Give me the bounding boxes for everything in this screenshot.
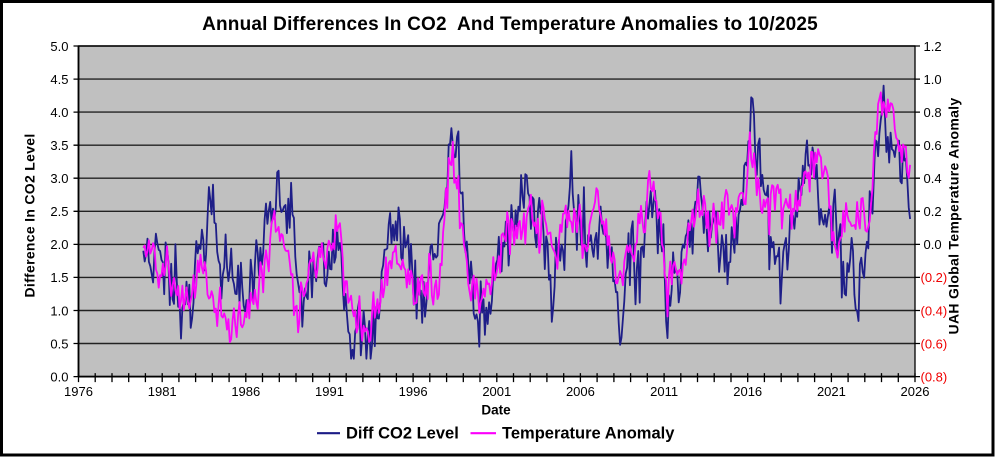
svg-text:Difference In CO2 Level: Difference In CO2 Level xyxy=(22,133,38,297)
svg-text:2006: 2006 xyxy=(566,384,595,399)
svg-text:1986: 1986 xyxy=(231,384,260,399)
svg-text:3.5: 3.5 xyxy=(50,138,68,153)
svg-text:2.0: 2.0 xyxy=(50,237,68,252)
svg-text:2016: 2016 xyxy=(733,384,762,399)
svg-text:2026: 2026 xyxy=(901,384,930,399)
svg-text:Diff CO2 Level: Diff CO2 Level xyxy=(346,425,459,443)
svg-text:(0.6): (0.6) xyxy=(921,336,948,351)
svg-text:2021: 2021 xyxy=(817,384,846,399)
svg-text:0.8: 0.8 xyxy=(924,105,942,120)
svg-text:1991: 1991 xyxy=(315,384,344,399)
svg-text:1.5: 1.5 xyxy=(50,270,68,285)
svg-text:Date: Date xyxy=(481,403,511,418)
svg-text:Annual Differences In CO2 And: Annual Differences In CO2 And Temperatur… xyxy=(202,14,818,35)
svg-text:2011: 2011 xyxy=(650,384,678,399)
svg-text:1.2: 1.2 xyxy=(924,39,942,54)
svg-text:Temperature Anomaly: Temperature Anomaly xyxy=(502,425,675,443)
svg-text:1.0: 1.0 xyxy=(924,72,942,87)
svg-text:4.5: 4.5 xyxy=(50,72,68,87)
svg-text:(0.4): (0.4) xyxy=(921,303,948,318)
svg-text:3.0: 3.0 xyxy=(50,171,68,186)
svg-text:0.0: 0.0 xyxy=(50,369,68,384)
svg-text:0.5: 0.5 xyxy=(50,336,68,351)
svg-text:(0.2): (0.2) xyxy=(921,270,948,285)
svg-text:1996: 1996 xyxy=(399,384,428,399)
svg-text:0.2: 0.2 xyxy=(924,204,942,219)
svg-text:UAH Global Temperature Anomaly: UAH Global Temperature Anomaly xyxy=(946,98,962,335)
svg-text:0.4: 0.4 xyxy=(924,171,942,186)
svg-text:5.0: 5.0 xyxy=(50,39,68,54)
svg-text:(0.8): (0.8) xyxy=(921,369,948,384)
svg-text:2.5: 2.5 xyxy=(50,204,68,219)
svg-text:4.0: 4.0 xyxy=(50,105,68,120)
svg-text:1.0: 1.0 xyxy=(50,303,68,318)
svg-text:2001: 2001 xyxy=(482,384,511,399)
svg-text:0.6: 0.6 xyxy=(924,138,942,153)
svg-text:1981: 1981 xyxy=(148,384,177,399)
svg-text:1976: 1976 xyxy=(64,384,93,399)
svg-text:0.0: 0.0 xyxy=(924,237,942,252)
